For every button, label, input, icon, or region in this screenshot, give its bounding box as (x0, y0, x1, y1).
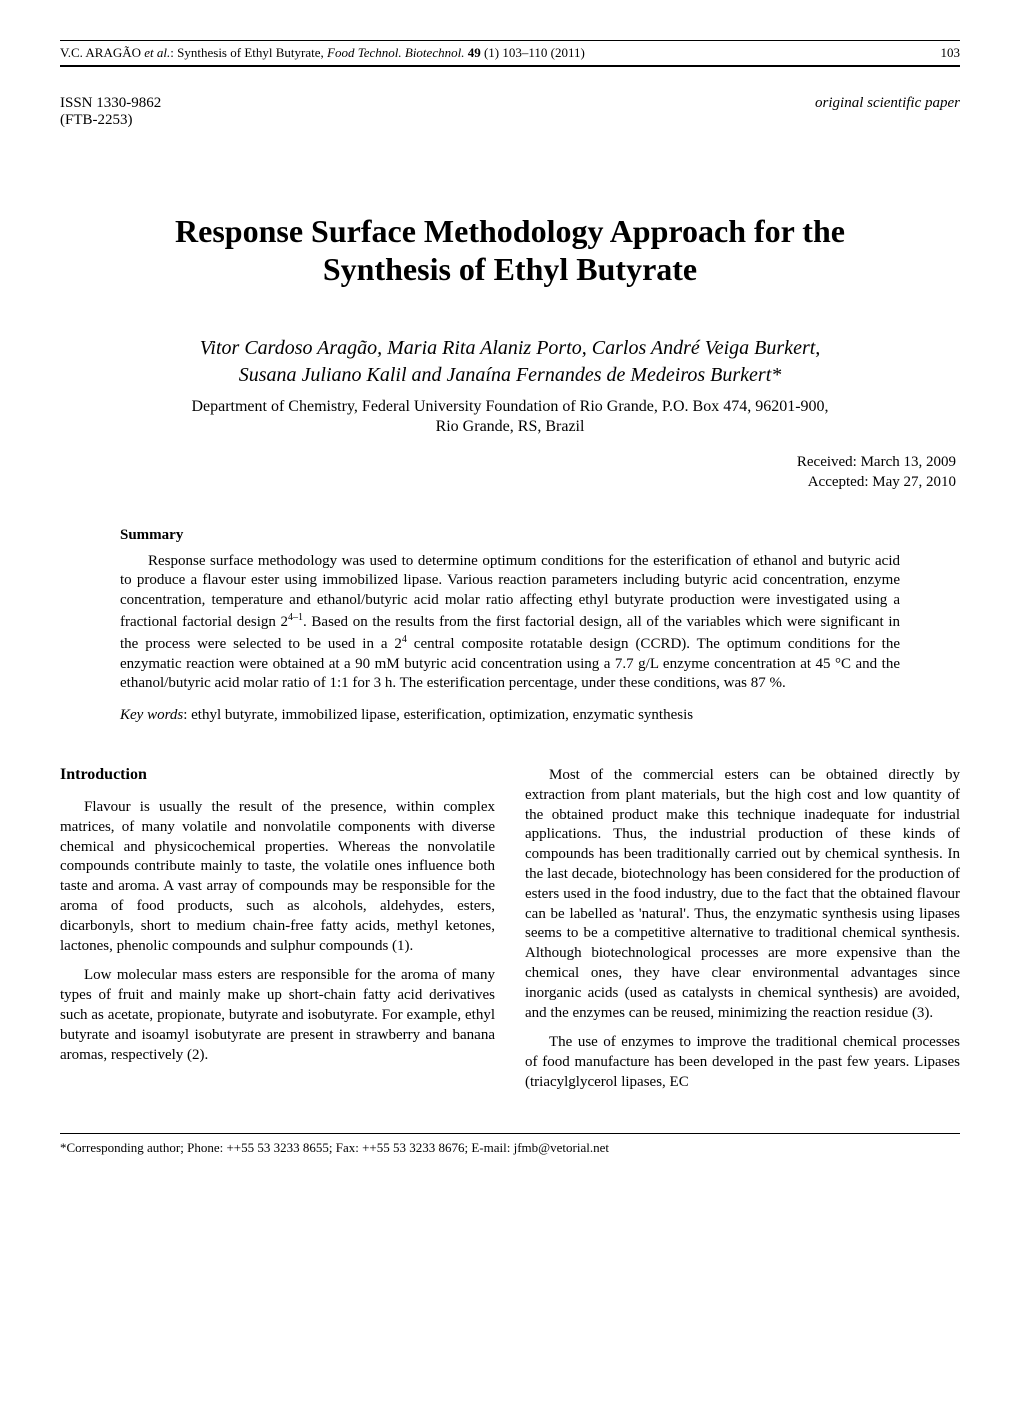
running-head-tail-prefix: : Synthesis of Ethyl Butyrate, (170, 45, 327, 60)
authors-line-1: Vitor Cardoso Aragão, Maria Rita Alaniz … (200, 337, 821, 359)
date-accepted: Accepted: May 27, 2010 (808, 474, 956, 490)
running-head-author: V.C. ARAGÃO (60, 45, 144, 60)
left-column: Introduction Flavour is usually the resu… (60, 766, 495, 1103)
title-line-1: Response Surface Methodology Approach fo… (175, 213, 845, 249)
intro-para-4: The use of enzymes to improve the tradit… (525, 1033, 960, 1092)
keywords-label: Key words (120, 707, 183, 723)
running-head-pages: (1) 103–110 (2011) (484, 45, 585, 60)
article-title: Response Surface Methodology Approach fo… (60, 213, 960, 289)
summary-sup-1: 4–1 (288, 612, 303, 623)
summary-section: Summary Response surface methodology was… (120, 527, 900, 726)
footnote-separator (60, 1133, 960, 1134)
authors-line-2: Susana Juliano Kalil and Janaína Fernand… (239, 364, 782, 386)
date-received: Received: March 13, 2009 (797, 454, 956, 470)
running-head-vol: 49 (468, 45, 484, 60)
two-column-body: Introduction Flavour is usually the resu… (60, 766, 960, 1103)
intro-para-3: Most of the commercial esters can be obt… (525, 766, 960, 1023)
affiliation: Department of Chemistry, Federal Univers… (60, 397, 960, 439)
paper-type: original scientific paper (815, 95, 960, 129)
affiliation-line-2: Rio Grande, RS, Brazil (436, 418, 585, 435)
keywords-line: Key words: ethyl butyrate, immobilized l… (120, 706, 900, 726)
meta-left: ISSN 1330-9862 (FTB-2253) (60, 95, 161, 129)
running-head-etal: et al. (144, 45, 170, 60)
affiliation-line-1: Department of Chemistry, Federal Univers… (191, 398, 828, 415)
introduction-heading: Introduction (60, 766, 495, 784)
running-head-journal: Food Technol. Biotechnol. (327, 45, 468, 60)
authors-block: Vitor Cardoso Aragão, Maria Rita Alaniz … (60, 335, 960, 389)
running-head-bar: V.C. ARAGÃO et al.: Synthesis of Ethyl B… (60, 40, 960, 67)
page-number: 103 (941, 45, 961, 61)
summary-body: Response surface methodology was used to… (120, 552, 900, 695)
corresponding-author-footnote: *Corresponding author; Phone: ++55 53 32… (60, 1140, 960, 1156)
summary-heading: Summary (120, 527, 900, 544)
dates-block: Received: March 13, 2009 Accepted: May 2… (60, 452, 960, 493)
intro-para-1: Flavour is usually the result of the pre… (60, 798, 495, 956)
issn-line: ISSN 1330-9862 (60, 95, 161, 112)
ftb-code: (FTB-2253) (60, 112, 161, 129)
right-column: Most of the commercial esters can be obt… (525, 766, 960, 1103)
keywords-text: : ethyl butyrate, immobilized lipase, es… (183, 707, 693, 723)
meta-row: ISSN 1330-9862 (FTB-2253) original scien… (60, 95, 960, 129)
running-head-left: V.C. ARAGÃO et al.: Synthesis of Ethyl B… (60, 45, 585, 61)
title-line-2: Synthesis of Ethyl Butyrate (323, 251, 697, 287)
intro-para-2: Low molecular mass esters are responsibl… (60, 966, 495, 1065)
